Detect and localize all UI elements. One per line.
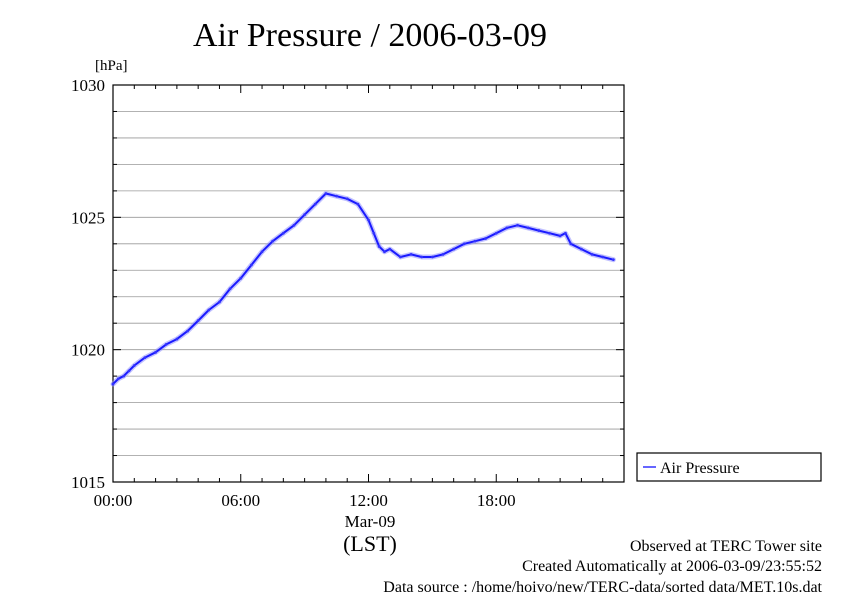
data-point (239, 276, 243, 280)
data-point (164, 342, 168, 346)
data-point (441, 252, 445, 256)
data-point (516, 223, 519, 227)
footer-created: Created Automatically at 2006-03-09/23:5… (522, 558, 822, 575)
x-tick-label: 00:00 (94, 491, 133, 510)
data-point (228, 287, 232, 291)
plot-frame (112, 84, 625, 483)
data-point (132, 364, 136, 367)
data-point (111, 382, 115, 386)
data-point (377, 245, 381, 248)
data-point (292, 223, 296, 227)
data-point (452, 247, 456, 251)
data-point (590, 252, 594, 256)
data-point (143, 356, 147, 360)
data-point (399, 255, 402, 259)
footer-site: Observed at TERC Tower site (630, 538, 822, 555)
y-unit-label: [hPa] (95, 58, 128, 74)
data-point (462, 242, 466, 246)
data-point (260, 250, 264, 254)
data-point (207, 308, 211, 312)
data-point (580, 247, 583, 251)
y-tick-label: 1025 (71, 208, 105, 227)
data-point (388, 247, 392, 251)
data-point (564, 231, 567, 235)
data-point (505, 226, 509, 230)
data-point (335, 194, 338, 198)
data-point (367, 218, 370, 222)
data-point (271, 239, 275, 243)
y-tick-label: 1015 (71, 473, 105, 492)
data-point (313, 202, 317, 206)
x-axis-label: (LST) (343, 531, 397, 556)
data-point (430, 255, 434, 259)
data-point (116, 377, 120, 381)
x-axis: 00:00 06:00 12:00 18:00 (94, 85, 625, 510)
data-point (473, 239, 477, 243)
y-tick-label: 1030 (71, 76, 105, 95)
data-point (372, 231, 376, 235)
data-point (324, 192, 328, 195)
legend-label: Air Pressure (660, 460, 740, 477)
data-point (526, 226, 530, 230)
grid-lines (113, 111, 624, 456)
data-point (548, 231, 551, 235)
data-point (537, 229, 541, 232)
series-line (112, 192, 614, 385)
data-point (558, 234, 562, 238)
data-point (356, 202, 360, 206)
y-axis: 1015 1020 1025 1030 (71, 76, 624, 492)
data-point (611, 258, 615, 262)
date-label: Mar-09 (345, 512, 396, 531)
chart-title: Air Pressure / 2006-03-09 (193, 17, 547, 54)
data-point (122, 374, 126, 378)
data-point (249, 263, 253, 267)
data-point (420, 255, 424, 259)
x-tick-label: 06:00 (221, 491, 260, 510)
data-point (281, 231, 285, 235)
data-point (383, 250, 386, 254)
data-point (484, 237, 488, 240)
data-point (154, 350, 157, 354)
data-point (409, 252, 413, 256)
data-point (196, 319, 200, 322)
y-tick-label: 1020 (71, 341, 105, 360)
legend-box (636, 452, 822, 482)
data-point (494, 231, 498, 235)
data-point (345, 197, 349, 201)
data-point (218, 300, 221, 304)
series-layer (110, 191, 616, 387)
x-tick-label: 18:00 (477, 491, 516, 510)
data-point (303, 213, 307, 217)
legend: Air Pressure (636, 452, 822, 482)
data-point (175, 337, 179, 341)
x-tick-label: 12:00 (349, 491, 388, 510)
data-point (186, 329, 189, 333)
data-point (569, 242, 573, 246)
footer-source: Data source : /home/hoivo/new/TERC-data/… (383, 579, 822, 595)
data-point (601, 255, 605, 259)
series-band (110, 191, 616, 387)
data-point (127, 369, 131, 373)
